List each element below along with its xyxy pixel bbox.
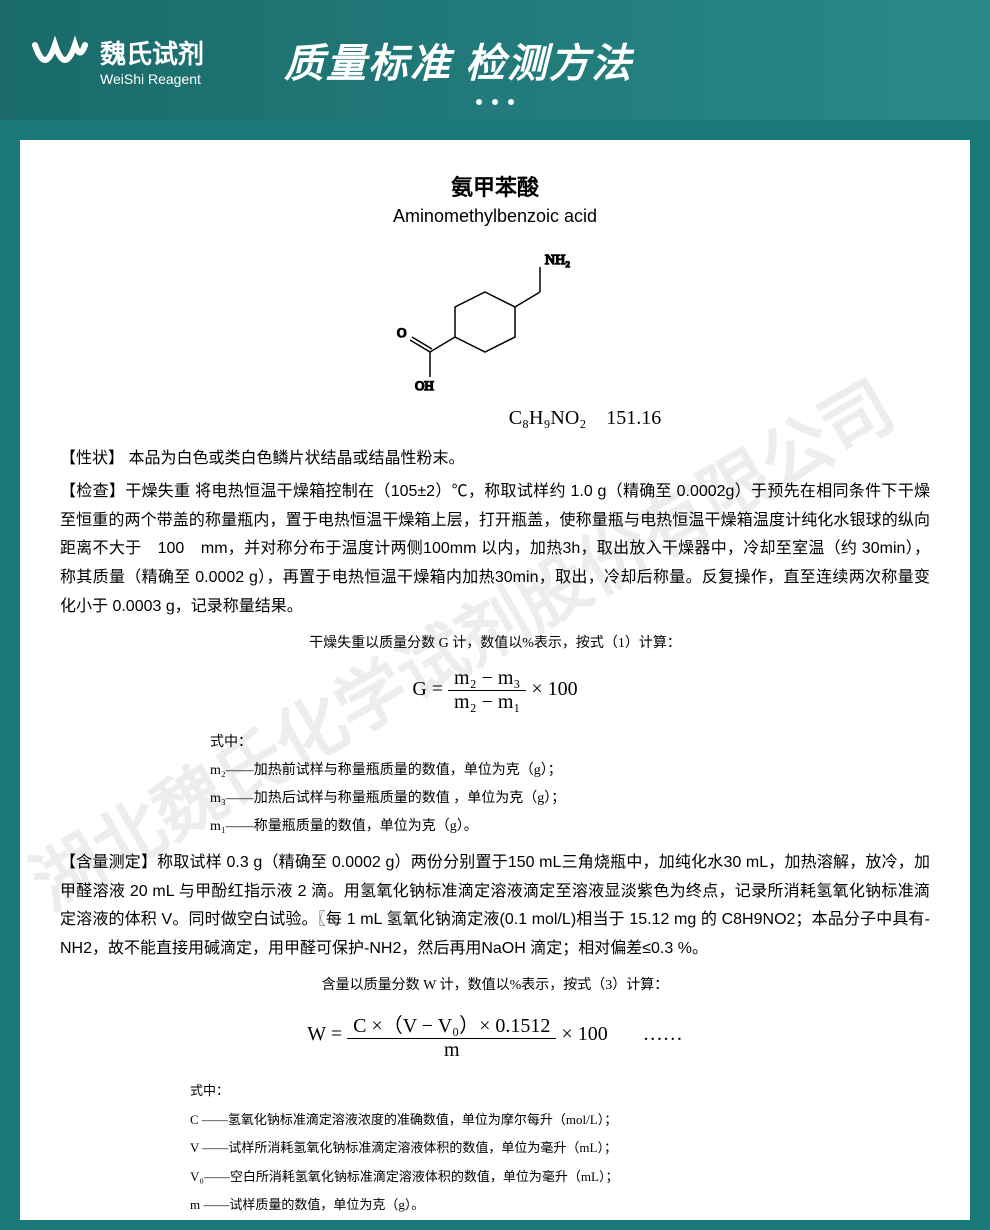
molecular-formula-line: C₈H₉NO₂ 151.16: [60, 407, 930, 430]
content-card: 湖北魏氏化学试剂股份有限公司 氨甲苯酸 Aminomethylbenzoic a…: [20, 140, 970, 1220]
defs1-m2: m₂——加热前试样与称量瓶质量的数值，单位为克（g）；: [210, 757, 930, 785]
assay-label: 【含量测定】: [60, 854, 157, 871]
product-name-cn: 氨甲苯酸: [60, 170, 930, 202]
formula2-den: m: [347, 1039, 556, 1062]
header-dots: [476, 99, 514, 105]
logo-cn: 魏氏试剂: [100, 34, 204, 71]
formula1-caption: 干燥失重以质量分数 G 计，数值以%表示，按式（1）计算：: [60, 632, 930, 652]
defs1: 式中： m₂——加热前试样与称量瓶质量的数值，单位为克（g）； m₃——加热后试…: [210, 729, 930, 841]
chemical-structure: NH₂ OH O: [60, 242, 930, 397]
appearance-text: 本品为白色或类白色鳞片状结晶或结晶性粉末。: [124, 450, 464, 467]
assay-text: 称取试样 0.3 g（精确至 0.0002 g）两份分别置于150 mL三角烧瓶…: [60, 854, 930, 957]
formula2-lhs: W =: [307, 1023, 342, 1045]
logo-icon: [30, 35, 90, 85]
formula1-den: m₂ − m₁: [448, 691, 526, 714]
formula2-num: C ×（V − V₀）× 0.1512: [347, 1009, 556, 1039]
assay-para: 【含量测定】称取试样 0.3 g（精确至 0.0002 g）两份分别置于150 …: [60, 849, 930, 964]
defs2: 式中： C ——氢氧化钠标准滴定溶液浓度的准确数值，单位为摩尔每升（mol/L）…: [190, 1077, 930, 1220]
product-name-en: Aminomethylbenzoic acid: [60, 206, 930, 227]
defs1-header: 式中：: [210, 729, 930, 757]
formula-g: G = m₂ − m₃ m₂ − m₁ × 100: [60, 667, 930, 714]
formula2-dots: ……: [643, 1023, 683, 1045]
defs2-m: m ——试样质量的数值，单位为克（g）。: [190, 1191, 930, 1220]
formula2-caption: 含量以质量分数 W 计，数值以%表示，按式（3）计算：: [60, 974, 930, 994]
formula-w: W = C ×（V − V₀）× 0.1512 m × 100 ……: [60, 1009, 930, 1062]
defs2-v0: V₀——空白所消耗氢氧化钠标准滴定溶液体积的数值，单位为毫升（mL）；: [190, 1163, 930, 1192]
appearance-para: 【性状】 本品为白色或类白色鳞片状结晶或结晶性粉末。: [60, 445, 930, 474]
appearance-label: 【性状】: [60, 450, 124, 467]
check-label: 【检查】: [60, 483, 125, 500]
header-title: 质量标准 检测方法: [284, 31, 633, 89]
svg-text:O: O: [397, 325, 406, 340]
defs2-header: 式中：: [190, 1077, 930, 1106]
formula1-tail: × 100: [531, 678, 577, 700]
svg-text:NH₂: NH₂: [545, 253, 570, 268]
defs2-c: C ——氢氧化钠标准滴定溶液浓度的准确数值，单位为摩尔每升（mol/L）；: [190, 1106, 930, 1135]
header-bar: 魏氏试剂 WeiShi Reagent 质量标准 检测方法: [0, 0, 990, 120]
molecular-formula: C₈H₉NO₂: [509, 407, 587, 429]
formula2-tail: × 100: [561, 1023, 607, 1045]
defs1-m3: m₃——加热后试样与称量瓶质量的数值 ，单位为克（g）；: [210, 785, 930, 813]
logo-en: WeiShi Reagent: [100, 71, 204, 87]
check-text: 干燥失重 将电热恒温干燥箱控制在（105±2）℃，称取试样约 1.0 g（精确至…: [60, 483, 930, 615]
formula1-num: m₂ − m₃: [448, 667, 526, 691]
formula1-lhs: G =: [412, 678, 443, 700]
molecular-weight: 151.16: [606, 407, 661, 429]
defs2-v: V ——试样所消耗氢氧化钠标准滴定溶液体积的数值，单位为毫升（mL）；: [190, 1134, 930, 1163]
check-para: 【检查】干燥失重 将电热恒温干燥箱控制在（105±2）℃，称取试样约 1.0 g…: [60, 478, 930, 622]
defs1-m1: m₁——称量瓶质量的数值，单位为克（g）。: [210, 813, 930, 841]
logo: 魏氏试剂 WeiShi Reagent: [30, 34, 204, 87]
svg-text:OH: OH: [415, 378, 434, 392]
